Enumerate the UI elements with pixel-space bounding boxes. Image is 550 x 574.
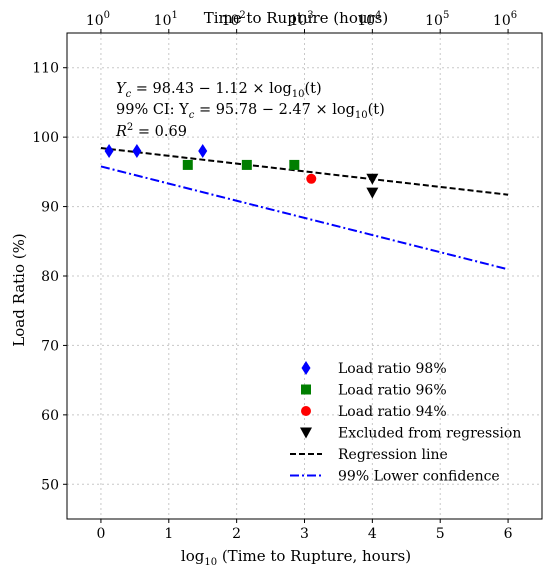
top-tick-label: 103 [289, 10, 313, 29]
x-tick-label: 1 [164, 526, 173, 542]
legend-marker [300, 427, 312, 439]
top-tick-label: 106 [493, 10, 517, 29]
legend-label: Excluded from regression [338, 426, 521, 442]
y-tick-label: 80 [41, 269, 59, 285]
legend-label: Regression line [338, 447, 448, 463]
y-tick-label: 60 [41, 408, 59, 424]
x-axis-title-base: log [181, 547, 205, 565]
data-point [182, 159, 193, 170]
legend-label: Load ratio 98% [338, 361, 447, 377]
x-tick-label: 4 [368, 526, 377, 542]
data-point [366, 173, 379, 185]
x-axis-title: log10 (Time to Rupture, hours) [181, 547, 411, 568]
x-tick-label: 6 [504, 526, 513, 542]
legend: Load ratio 98% Load ratio 96% Load ratio 9… [290, 361, 521, 485]
x-tick-label: 3 [300, 526, 309, 542]
data-point [366, 187, 379, 199]
data-point [289, 159, 300, 170]
legend-label: Load ratio 96% [338, 383, 447, 399]
legend-label: Load ratio 94% [338, 404, 447, 420]
y-tick-label: 100 [32, 130, 59, 146]
x-tick-label: 0 [96, 526, 105, 542]
plot-lines [100, 147, 509, 271]
top-tick-label: 104 [357, 10, 381, 29]
x-tick-label: 2 [232, 526, 241, 542]
y-tick-label: 70 [41, 338, 59, 354]
grid [67, 33, 542, 519]
data-point [132, 144, 142, 159]
data-point [198, 144, 208, 159]
series-line [100, 165, 509, 271]
legend-marker [301, 361, 311, 375]
y-tick-label: 50 [41, 477, 59, 493]
data-point [104, 144, 114, 159]
markers [104, 144, 379, 199]
legend-marker [301, 384, 311, 395]
top-tick-label: 102 [222, 10, 246, 29]
series-line [100, 147, 509, 196]
y-axis-title: Load Ratio (%) [10, 233, 28, 346]
top-axis-title: Time to Rupture (hours) [204, 9, 388, 27]
x-axis-title-rest: (Time to Rupture, hours) [217, 547, 411, 565]
data-point [306, 173, 317, 184]
equation-regression: Yc = 98.43 − 1.12 × log10(t) [116, 81, 322, 100]
top-tick-label: 105 [425, 10, 449, 29]
r-squared: R2 = 0.69 [115, 122, 187, 140]
x-axis-title-sub: 10 [204, 557, 217, 568]
equation-ci: 99% CI: Yc = 95.78 − 2.47 × log10(t) [116, 102, 385, 121]
legend-marker [301, 406, 311, 416]
y-tick-label: 90 [41, 200, 59, 216]
x-tick-label: 5 [436, 526, 445, 542]
top-tick-label: 100 [86, 10, 110, 29]
y-tick-label: 110 [32, 61, 59, 77]
legend-label: 99% Lower confidence [338, 469, 500, 485]
ticks: 0100110121023103410451056106506070809010… [32, 10, 517, 542]
data-point [241, 159, 252, 170]
top-tick-label: 101 [154, 10, 178, 29]
